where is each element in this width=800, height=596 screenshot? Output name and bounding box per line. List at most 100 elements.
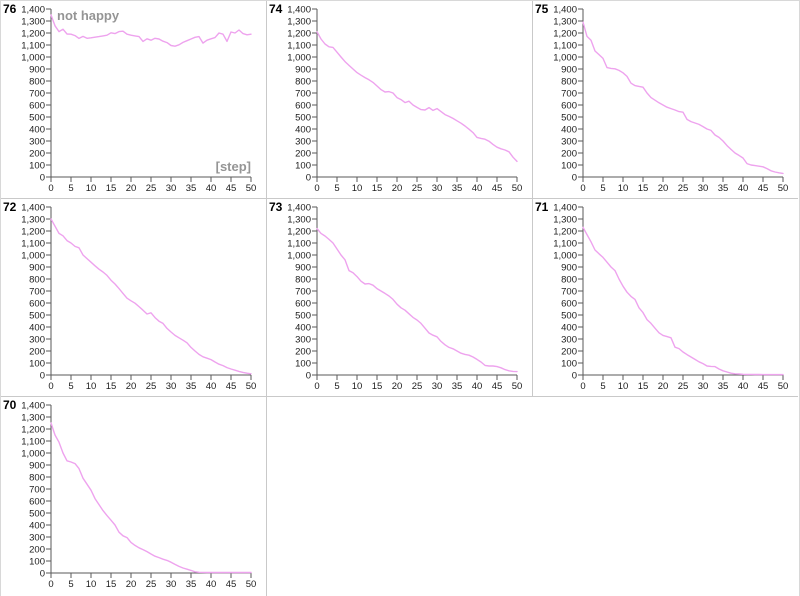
x-tick-label: 35 [452, 381, 463, 392]
y-tick-label: 1,200 [21, 29, 45, 40]
y-tick-label: 100 [29, 557, 45, 568]
y-tick-label: 1,400 [287, 203, 311, 214]
y-tick-label: 600 [29, 101, 45, 112]
y-tick-label: 1,000 [553, 53, 577, 64]
run-number-label: 73 [269, 200, 283, 214]
plot-cell-75: 0 100 200 300 400 500 600 700 800 900 1,000 1,100 1,… [533, 1, 798, 199]
x-tick-label: 40 [206, 579, 217, 590]
x-tick-label: 10 [352, 381, 363, 392]
x-tick-label: 25 [146, 183, 157, 194]
series-line [582, 21, 784, 175]
y-tick-label: 400 [29, 521, 45, 532]
x-tick-label: 0 [314, 183, 319, 194]
x-tick-label: 50 [778, 381, 789, 392]
x-tick-label: 10 [618, 381, 629, 392]
y-tick-label: 900 [295, 65, 311, 76]
y-tick-label: 900 [29, 263, 45, 274]
y-tick-label: 900 [561, 65, 577, 76]
x-tick-label: 20 [658, 183, 669, 194]
y-tick-label: 1,400 [553, 203, 577, 214]
y-tick-label: 500 [29, 113, 45, 124]
plot-71: 01002003004005006007008009001,0001,1001,… [535, 200, 789, 392]
y-tick-label: 500 [29, 311, 45, 322]
x-tick-label: 25 [678, 183, 689, 194]
y-tick-label: 200 [295, 149, 311, 160]
y-tick-label: 1,100 [21, 239, 45, 250]
y-tick-label: 800 [295, 275, 311, 286]
y-tick-label: 0 [40, 371, 45, 382]
y-tick-label: 200 [561, 149, 577, 160]
y-tick-label: 500 [561, 113, 577, 124]
run-number-label: 70 [3, 398, 17, 412]
x-tick-label: 0 [48, 183, 53, 194]
x-tick-label: 20 [126, 183, 137, 194]
y-tick-label: 500 [295, 311, 311, 322]
y-tick-label: 100 [561, 161, 577, 172]
y-tick-label: 800 [295, 77, 311, 88]
x-tick-label: 5 [68, 381, 73, 392]
x-tick-label: 15 [372, 381, 383, 392]
y-tick-label: 1,300 [287, 215, 311, 226]
x-tick-label: 50 [512, 381, 523, 392]
y-tick-label: 0 [306, 371, 311, 382]
x-tick-label: 20 [658, 381, 669, 392]
y-tick-label: 200 [29, 545, 45, 556]
x-tick-label: 25 [678, 381, 689, 392]
y-tick-label: 1,000 [553, 251, 577, 262]
plot-70: 01002003004005006007008009001,0001,1001,… [3, 398, 256, 590]
series-line [582, 226, 784, 376]
y-tick-label: 100 [29, 359, 45, 370]
y-tick-label: 1,000 [21, 449, 45, 460]
y-tick-label: 300 [295, 335, 311, 346]
x-tick-label: 25 [146, 381, 157, 392]
y-tick-label: 900 [29, 65, 45, 76]
x-tick-label: 10 [86, 381, 97, 392]
x-tick-label: 20 [126, 381, 137, 392]
plot-cell-71: 0 100 200 300 400 500 600 700 800 900 1,000 1,100 1,… [533, 199, 798, 397]
y-tick-label: 700 [29, 89, 45, 100]
y-tick-label: 400 [29, 323, 45, 334]
x-tick-label: 10 [86, 579, 97, 590]
y-tick-label: 1,000 [287, 53, 311, 64]
plot-cell-70: 0 100 200 300 400 500 600 700 800 900 1,000 1,100 1,… [1, 397, 267, 596]
y-tick-label: 100 [29, 161, 45, 172]
y-tick-label: 1,200 [21, 227, 45, 238]
y-tick-label: 300 [561, 137, 577, 148]
x-tick-label: 45 [492, 183, 503, 194]
x-tick-label: 10 [86, 183, 97, 194]
x-tick-label: 15 [106, 183, 117, 194]
y-tick-label: 800 [29, 77, 45, 88]
y-tick-label: 700 [29, 287, 45, 298]
x-tick-label: 45 [226, 183, 237, 194]
x-tick-label: 35 [718, 381, 729, 392]
y-tick-label: 0 [40, 569, 45, 580]
y-tick-label: 1,300 [553, 17, 577, 28]
x-tick-label: 50 [778, 183, 789, 194]
y-tick-label: 300 [29, 335, 45, 346]
x-tick-label: 15 [372, 183, 383, 194]
x-tick-label: 35 [718, 183, 729, 194]
y-tick-label: 400 [561, 323, 577, 334]
x-tick-label: 25 [146, 579, 157, 590]
x-tick-label: 30 [698, 183, 709, 194]
series-line [316, 227, 518, 373]
plot-cell-73: 0 100 200 300 400 500 600 700 800 900 1,000 1,100 1,… [267, 199, 533, 397]
y-tick-label: 100 [295, 161, 311, 172]
y-tick-label: 500 [295, 113, 311, 124]
x-tick-label: 45 [226, 579, 237, 590]
x-tick-label: 20 [392, 381, 403, 392]
x-tick-label: 10 [618, 183, 629, 194]
x-tick-label: 30 [432, 183, 443, 194]
x-tick-label: 50 [512, 183, 523, 194]
y-tick-label: 1,100 [287, 41, 311, 52]
x-tick-label: 50 [246, 183, 257, 194]
y-tick-label: 1,400 [287, 5, 311, 16]
plot-75: 01002003004005006007008009001,0001,1001,… [535, 2, 789, 194]
x-tick-label: 30 [166, 183, 177, 194]
x-tick-label: 0 [48, 579, 53, 590]
y-tick-label: 300 [295, 137, 311, 148]
x-tick-label: 10 [352, 183, 363, 194]
y-tick-label: 1,300 [21, 215, 45, 226]
y-tick-label: 1,400 [21, 203, 45, 214]
x-tick-label: 5 [68, 183, 73, 194]
